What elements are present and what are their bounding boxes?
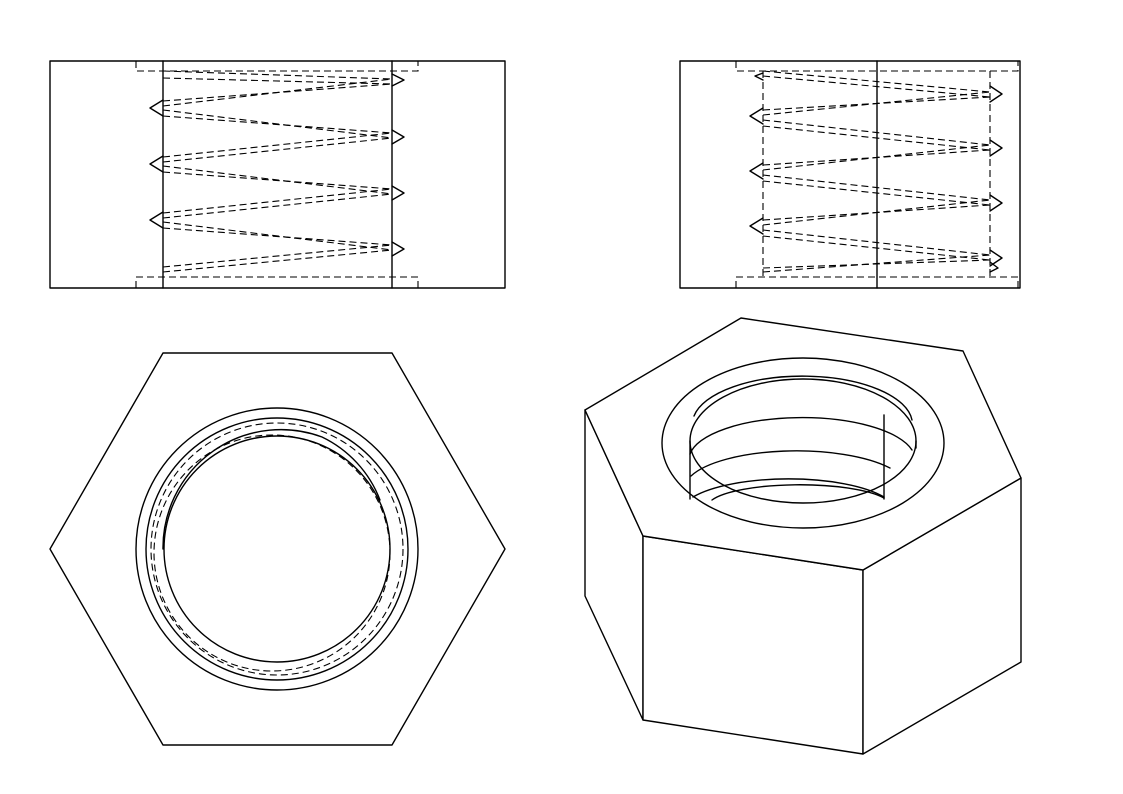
side-view-thread-crests (749, 72, 1003, 273)
front-view-bottom-chamfer (135, 276, 419, 288)
iso-inner-threads (689, 375, 917, 501)
iso-top-face (584, 317, 1022, 571)
front-view-thread-crests (149, 73, 405, 257)
top-view (49, 352, 506, 746)
side-view (679, 60, 1021, 289)
top-view-bore-hidden (153, 434, 391, 672)
top-view-hex-outline (49, 352, 506, 746)
top-view-bore-circle (163, 435, 391, 663)
iso-side-face-front (642, 535, 864, 755)
isometric-view (584, 317, 1022, 755)
top-view-major-diameter-hidden (150, 422, 404, 676)
front-view-thread-helix (162, 70, 393, 273)
side-view-thread-helix (762, 70, 991, 273)
top-view-chamfer-circle (135, 407, 419, 691)
side-view-top-chamfer (735, 61, 1019, 72)
front-view (49, 60, 506, 289)
iso-chamfer-ellipse (661, 357, 945, 529)
side-view-bottom-chamfer (735, 276, 1019, 288)
top-view-thread-start-arc (162, 428, 381, 550)
side-view-outline (679, 60, 1021, 289)
top-view-counterbore-circle (145, 417, 409, 681)
front-view-outline (49, 60, 506, 289)
front-view-top-chamfer (135, 61, 419, 72)
